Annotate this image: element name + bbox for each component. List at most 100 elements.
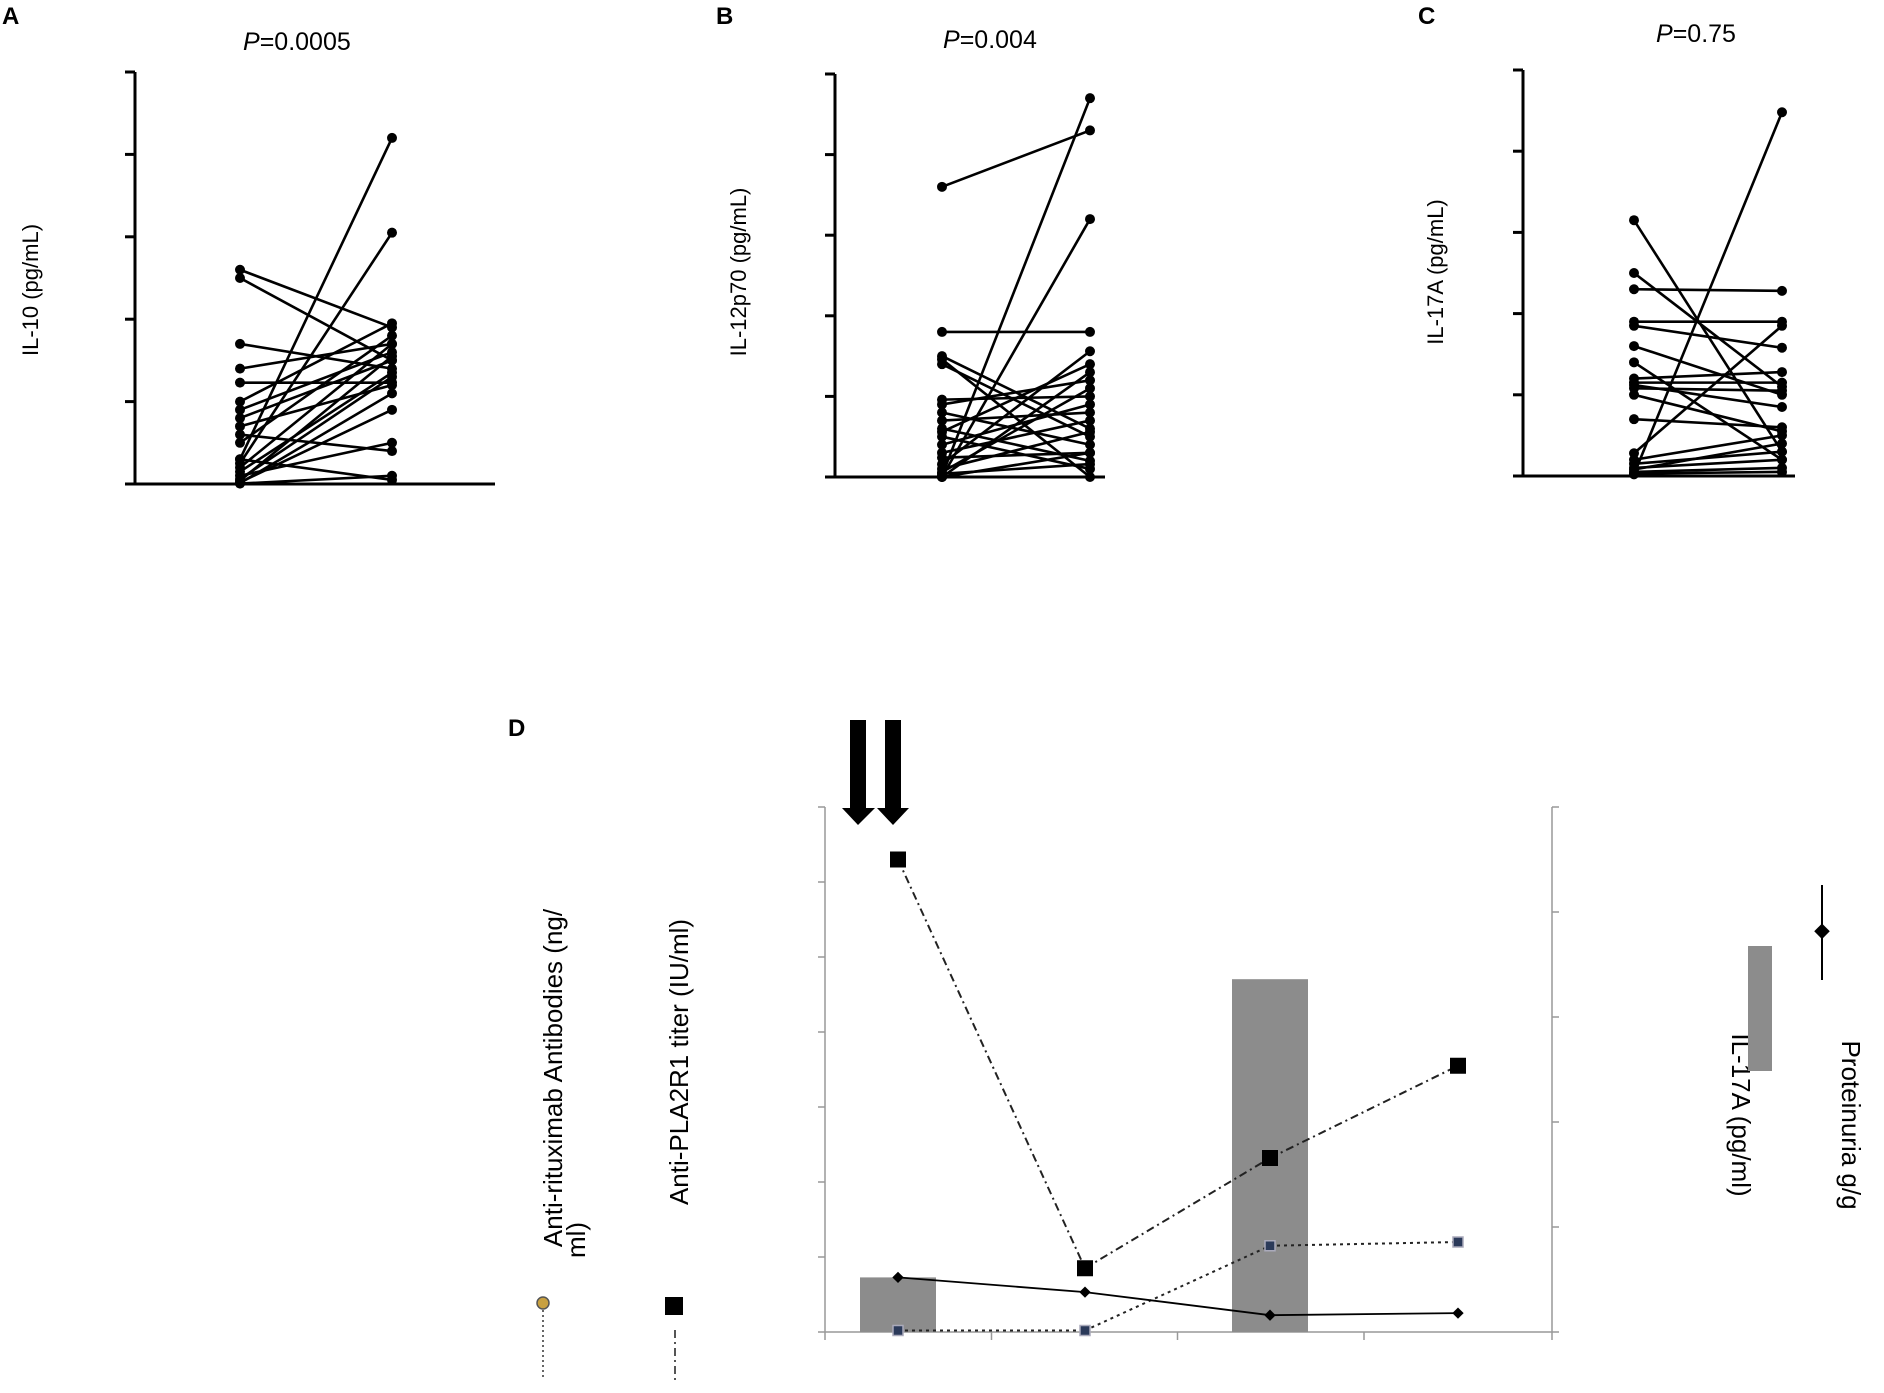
panel-b-pair-line	[941, 435, 1091, 471]
panel-c-pair-line	[1633, 470, 1783, 475]
panel-d-anti-rituximab-line	[1084, 1244, 1271, 1332]
panel-a-point-active	[235, 264, 245, 275]
panel-b-pair-line	[940, 218, 1092, 478]
panel-a-point-remission	[387, 132, 397, 143]
panel-b-p-value: P=0.004	[943, 26, 1037, 54]
panel-a-point-active	[235, 413, 245, 424]
panel-b-pair-line	[941, 451, 1091, 479]
panel-b-pair-line	[941, 129, 1091, 189]
panel-label-a: A	[2, 3, 19, 30]
panel-c-point-remission	[1777, 285, 1787, 296]
panel-a-pair-line	[238, 137, 394, 460]
panel-d-anti-pla2r1-marker	[1077, 1260, 1093, 1277]
panel-c-point-active	[1629, 215, 1639, 226]
panel-b-point-remission	[1085, 93, 1095, 104]
panel-a-pair-line	[239, 371, 393, 473]
panel-label-d: D	[508, 715, 525, 742]
panel-c-point-remission	[1777, 438, 1787, 449]
panel-d-proteinuria-marker	[892, 1271, 904, 1284]
panel-b-pair-line	[941, 378, 1091, 406]
panel-b-pair-line	[941, 411, 1091, 447]
panel-b-point-active	[937, 415, 947, 426]
panel-d-proteinuria-line	[1084, 1291, 1271, 1317]
panel-c-pair-line	[1633, 324, 1783, 349]
panel-c-pair-line	[1633, 442, 1783, 471]
panel-c-point-active	[1629, 320, 1639, 331]
panel-b-point-active	[937, 439, 947, 450]
panel-b-pair-line	[941, 419, 1091, 455]
panel-c-point-remission	[1777, 454, 1787, 465]
panel-c-point-active	[1629, 389, 1639, 400]
panel-d-proteinuria-marker	[1079, 1286, 1091, 1298]
panel-b-point-remission	[1085, 214, 1095, 225]
panel-c-point-remission	[1777, 430, 1787, 441]
panel-c-pair-line	[1633, 458, 1783, 470]
panel-b-point-active	[937, 399, 947, 410]
panel-a-point-active	[235, 454, 245, 465]
panel-a-point-remission	[387, 474, 397, 485]
panel-a-point-active	[235, 273, 245, 283]
panel-d-legend-anti-rituximab	[536, 1296, 550, 1380]
panel-a-point-active	[235, 478, 245, 489]
panel-a-point-remission	[387, 371, 397, 382]
panel-a-pair-line	[239, 457, 393, 482]
panel-b-point-remission	[1085, 367, 1095, 378]
panel-b-point-remission	[1085, 447, 1095, 458]
panel-b-pair-line	[941, 371, 1091, 479]
panel-c-point-active	[1629, 341, 1639, 352]
panel-d-legend-proteinuria	[1814, 885, 1830, 980]
panel-a-point-remission	[387, 437, 397, 448]
panel-a-point-remission	[387, 227, 397, 238]
panel-d-proteinuria-line	[897, 1276, 1086, 1293]
panel-c-point-remission	[1777, 446, 1787, 457]
panel-c-point-remission	[1777, 385, 1787, 396]
panel-b-point-remission	[1085, 391, 1095, 402]
panel-b-point-remission	[1085, 399, 1095, 410]
panel-a-point-active	[235, 404, 245, 415]
panel-c-point-remission	[1777, 466, 1787, 477]
panel-a-pair-line	[239, 276, 393, 362]
panel-d-left-label-2: Anti-PLA2R1 titer (IU/ml)	[664, 919, 694, 1205]
panel-b-point-active	[937, 181, 947, 192]
panel-d-anti-pla2r1-line	[897, 859, 1086, 1269]
panel-d-anti-rituximab-marker	[1079, 1324, 1091, 1337]
panel-a-y-axis-label: IL-10 (pg/mL)	[18, 224, 43, 356]
panel-c-point-remission	[1777, 320, 1787, 331]
panel-d-anti-rituximab-marker	[1264, 1240, 1276, 1252]
panel-a-point-active	[235, 396, 245, 407]
panel-b-point-remission	[1085, 439, 1095, 450]
panel-d-anti-rituximab-marker	[1452, 1236, 1464, 1248]
panel-b-point-remission	[1085, 472, 1095, 482]
panel-c-point-remission	[1777, 377, 1787, 388]
panel-c-point-remission	[1777, 422, 1787, 433]
panel-d-right-label-2: Proteinuria g/g	[1836, 1040, 1866, 1209]
panel-c-point-active	[1629, 284, 1639, 295]
panel-c-point-active	[1629, 268, 1639, 278]
panel-a-pair-line	[239, 322, 393, 403]
panel-a-point-remission	[387, 351, 397, 362]
panel-b-point-active	[937, 407, 947, 418]
panel-c-y-axis-label: IL-17A (pg/mL)	[1423, 199, 1448, 345]
panel-c-point-remission	[1777, 107, 1787, 118]
panel-a-point-remission	[387, 404, 397, 415]
panel-a-point-remission	[387, 338, 397, 349]
panel-b-point-remission	[1085, 415, 1095, 426]
panel-c-pair-line	[1632, 111, 1784, 475]
panel-b-point-remission	[1085, 407, 1095, 418]
panel-d-legend-il17a	[1748, 946, 1772, 1071]
panel-a-point-remission	[387, 380, 397, 391]
panel-b-point-remission	[1085, 375, 1095, 386]
panel-b-point-active	[937, 326, 947, 337]
panel-b-y-axis-label: IL-12p70 (pg/mL)	[726, 188, 751, 357]
panel-b-point-remission	[1085, 359, 1095, 370]
panel-a-p-value: P=0.0005	[243, 28, 351, 56]
panel-label-c: C	[1418, 3, 1435, 30]
panel-c-point-active	[1629, 414, 1639, 425]
panel-b-pair-line	[941, 362, 1091, 434]
panel-a-pair-line	[239, 392, 393, 485]
panel-c-point-remission	[1777, 401, 1787, 412]
panel-c-pair-line	[1633, 324, 1783, 455]
panel-c-pair-line	[1633, 434, 1783, 462]
panel-label-b: B	[716, 3, 733, 30]
